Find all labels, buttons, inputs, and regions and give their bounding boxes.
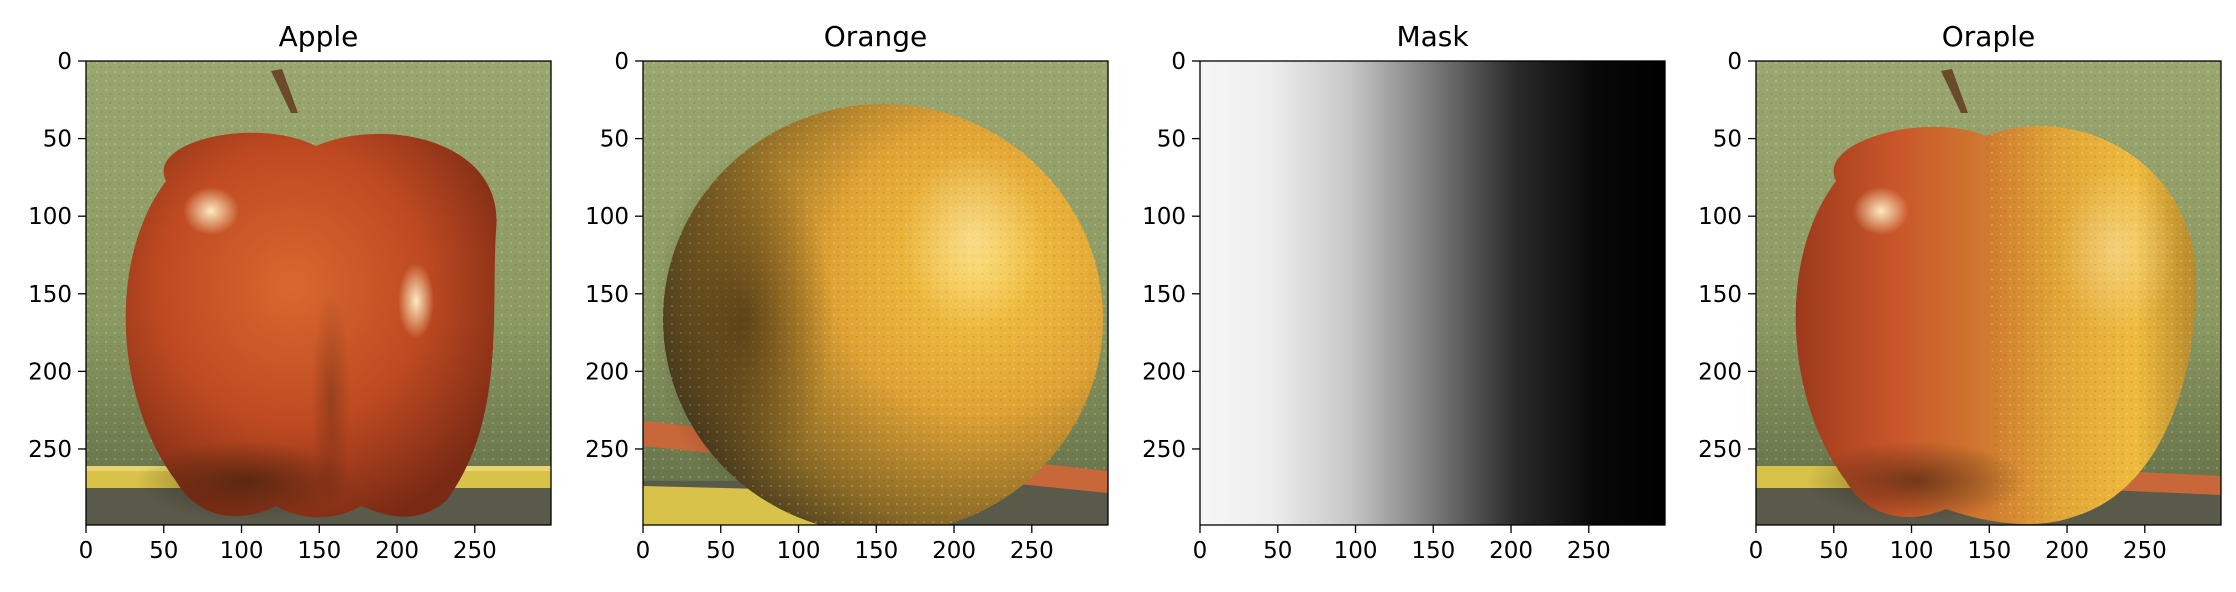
y-tick-label: 100 bbox=[28, 204, 72, 230]
panel-apple: Apple 0 50 100 150 200 250 0 50 100 150 200 250 bbox=[28, 20, 552, 564]
y-tick-label: 200 bbox=[585, 359, 629, 385]
mask-image bbox=[1200, 61, 1665, 525]
panel-title-mask: Mask bbox=[1396, 20, 1469, 53]
x-tick-label: 100 bbox=[220, 538, 264, 564]
x-tick-label: 0 bbox=[79, 538, 94, 564]
x-tick-label: 50 bbox=[706, 538, 735, 564]
x-tick-label: 100 bbox=[777, 538, 821, 564]
x-tick-label: 100 bbox=[1890, 538, 1934, 564]
axes-frame bbox=[642, 60, 1109, 526]
panel-title-apple: Apple bbox=[279, 20, 359, 53]
axes-frame bbox=[85, 60, 552, 526]
y-tick-label: 250 bbox=[1142, 437, 1186, 463]
x-tick-label: 200 bbox=[375, 538, 419, 564]
oraple-image bbox=[1756, 61, 2221, 525]
panel-oraple: Oraple 0 50 100 150 200 250 0 50 100 150 200 250 bbox=[1698, 20, 2222, 564]
y-tick-label: 250 bbox=[28, 437, 72, 463]
y-tick-label: 100 bbox=[585, 204, 629, 230]
x-tick-label: 200 bbox=[932, 538, 976, 564]
y-tick-label: 150 bbox=[1142, 282, 1186, 308]
y-tick-label: 0 bbox=[1727, 49, 1742, 75]
orange-image bbox=[643, 61, 1108, 525]
y-tick-label: 200 bbox=[28, 359, 72, 385]
x-tick-label: 250 bbox=[2123, 538, 2167, 564]
x-tick-label: 0 bbox=[1749, 538, 1764, 564]
panel-title-orange: Orange bbox=[824, 20, 927, 53]
x-tick-label: 250 bbox=[1010, 538, 1054, 564]
x-tick-label: 50 bbox=[149, 538, 178, 564]
x-tick-label: 50 bbox=[1819, 538, 1848, 564]
panel-mask: Mask 0 50 100 150 200 250 0 50 100 150 200 250 bbox=[1142, 20, 1666, 564]
x-tick-label: 0 bbox=[636, 538, 651, 564]
x-tick-label: 200 bbox=[2045, 538, 2089, 564]
y-tick-label: 200 bbox=[1698, 359, 1742, 385]
x-tick-label: 0 bbox=[1193, 538, 1208, 564]
x-tick-label: 150 bbox=[1967, 538, 2011, 564]
y-tick-label: 50 bbox=[600, 127, 629, 153]
x-tick-label: 150 bbox=[854, 538, 898, 564]
y-tick-label: 50 bbox=[1157, 127, 1186, 153]
axes-frame bbox=[1755, 60, 2222, 526]
y-tick-label: 100 bbox=[1142, 204, 1186, 230]
x-tick-label: 250 bbox=[1567, 538, 1611, 564]
x-tick-label: 100 bbox=[1334, 538, 1378, 564]
y-tick-label: 250 bbox=[585, 437, 629, 463]
x-tick-label: 50 bbox=[1263, 538, 1292, 564]
y-tick-label: 0 bbox=[614, 49, 629, 75]
panel-title-oraple: Oraple bbox=[1942, 20, 2036, 53]
x-tick-label: 150 bbox=[297, 538, 341, 564]
x-tick-label: 250 bbox=[453, 538, 497, 564]
y-tick-label: 50 bbox=[43, 127, 72, 153]
y-tick-label: 150 bbox=[585, 282, 629, 308]
panel-orange: Orange 0 50 100 150 200 250 0 50 100 150 200 250 bbox=[585, 20, 1109, 564]
axes-frame bbox=[1199, 60, 1666, 526]
x-tick-label: 150 bbox=[1411, 538, 1455, 564]
y-tick-label: 200 bbox=[1142, 359, 1186, 385]
y-tick-label: 0 bbox=[1171, 49, 1186, 75]
y-tick-label: 150 bbox=[1698, 282, 1742, 308]
y-tick-label: 250 bbox=[1698, 437, 1742, 463]
apple-image bbox=[86, 61, 551, 525]
y-tick-label: 50 bbox=[1713, 127, 1742, 153]
y-tick-label: 0 bbox=[57, 49, 72, 75]
y-tick-label: 100 bbox=[1698, 204, 1742, 230]
y-tick-label: 150 bbox=[28, 282, 72, 308]
x-tick-label: 200 bbox=[1489, 538, 1533, 564]
